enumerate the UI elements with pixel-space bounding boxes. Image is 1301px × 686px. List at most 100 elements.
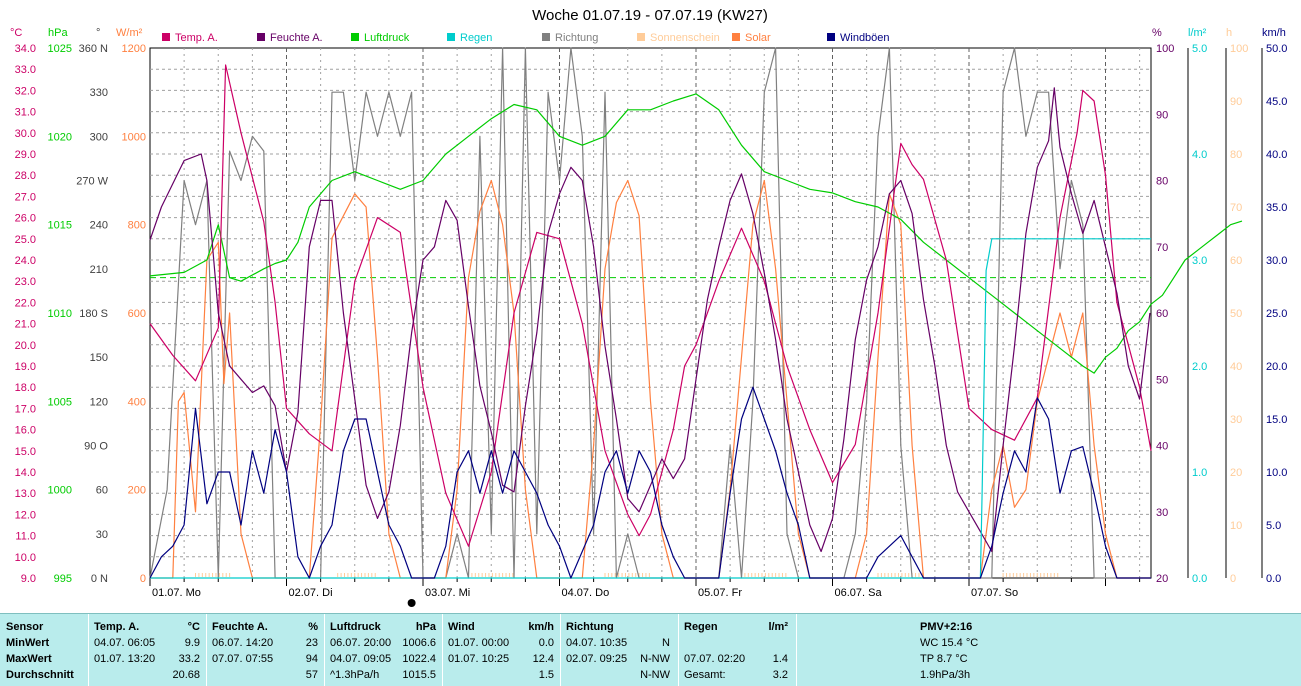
legend-swatch bbox=[637, 33, 645, 41]
stats-press-value: 1006.6 bbox=[402, 637, 436, 649]
axis-tick-label-hum: 30 bbox=[1156, 507, 1168, 519]
axis-tick-label-dir: 60 bbox=[96, 485, 108, 497]
axis-tick-label-press: 1000 bbox=[48, 485, 72, 497]
stats-hum-time: 07.07. 07:55 bbox=[212, 653, 274, 665]
stats-header-wind-unit: km/h bbox=[528, 621, 554, 633]
x-tick-label: 06.07. Sa bbox=[835, 587, 883, 599]
axis-tick-label-solar: 400 bbox=[128, 396, 146, 408]
statistics-panel: Sensor Temp. A. °C Feuchte A. % Luftdruc… bbox=[0, 613, 1301, 686]
axis-unit-solar: W/m² bbox=[116, 27, 143, 39]
stats-hum-time: 06.07. 14:20 bbox=[212, 637, 274, 649]
axis-tick-label-temp: 16.0 bbox=[15, 425, 36, 437]
axis-tick-label-gust: 5.0 bbox=[1266, 520, 1281, 532]
axis-tick-label-temp: 32.0 bbox=[15, 85, 36, 97]
plot-area bbox=[149, 47, 1152, 579]
stats-header-sensor: Sensor bbox=[6, 621, 44, 633]
stats-hum-value: 23 bbox=[305, 637, 318, 649]
axis-unit-press: hPa bbox=[48, 27, 68, 39]
axis-tick-label-dir: 360 N bbox=[79, 43, 108, 55]
axis-tick-label-dir: 300 bbox=[90, 131, 108, 143]
stats-separator bbox=[796, 614, 797, 686]
stats-hum-value: 57 bbox=[305, 669, 318, 681]
stats-header-rain: Regen bbox=[684, 621, 718, 633]
stats-separator bbox=[88, 614, 89, 686]
legend-swatch bbox=[542, 33, 550, 41]
axis-tick-label-solar: 200 bbox=[128, 485, 146, 497]
stats-header-hum-unit: % bbox=[308, 621, 318, 633]
stats-separator bbox=[442, 614, 443, 686]
axis-tick-label-temp: 24.0 bbox=[15, 255, 36, 267]
axis-tick-label-solar: 800 bbox=[128, 220, 146, 232]
axis-unit-dir: ° bbox=[96, 27, 100, 39]
axis-unit-gust: km/h bbox=[1262, 27, 1286, 39]
stats-press-time: 06.07. 20:00 bbox=[330, 637, 392, 649]
stats-dir-value: N-NW bbox=[640, 669, 670, 681]
axis-tick-label-temp: 14.0 bbox=[15, 467, 36, 479]
axis-tick-label-rain: 3.0 bbox=[1192, 255, 1207, 267]
legend-swatch bbox=[827, 33, 835, 41]
axis-tick-label-press: 1010 bbox=[48, 308, 72, 320]
axis-tick-label-hum: 60 bbox=[1156, 308, 1168, 320]
axis-tick-label-gust: 50.0 bbox=[1266, 43, 1287, 55]
x-tick-label: 03.07. Mi bbox=[425, 587, 470, 599]
stats-press-value: 1022.4 bbox=[402, 653, 436, 665]
time-marker bbox=[407, 599, 416, 607]
stats-header-wind: Wind bbox=[448, 621, 475, 633]
axis-tick-label-gust: 20.0 bbox=[1266, 361, 1287, 373]
axis-tick-label-temp: 12.0 bbox=[15, 509, 36, 521]
stats-header-dir: Richtung bbox=[566, 621, 614, 633]
axis-tick-label-gust: 10.0 bbox=[1266, 467, 1287, 479]
stats-separator bbox=[678, 614, 679, 686]
axis-tick-label-temp: 17.0 bbox=[15, 403, 36, 415]
axis-tick-label-temp: 10.0 bbox=[15, 552, 36, 564]
axis-tick-label-gust: 40.0 bbox=[1266, 149, 1287, 161]
series-line-windb-en bbox=[149, 386, 1151, 579]
axis-tick-label-rain: 1.0 bbox=[1192, 467, 1207, 479]
axis-tick-label-temp: 21.0 bbox=[15, 319, 36, 331]
axis-tick-label-rain: 2.0 bbox=[1192, 361, 1207, 373]
stats-extra: 1.9hPa/3h bbox=[920, 669, 971, 681]
axis-tick-label-temp: 9.0 bbox=[21, 573, 36, 585]
axis-tick-label-temp: 11.0 bbox=[15, 531, 36, 543]
axis-tick-label-temp: 22.0 bbox=[15, 297, 36, 309]
axis-tick-label-sun: 0 bbox=[1230, 573, 1236, 585]
axis-tick-label-temp: 27.0 bbox=[15, 191, 36, 203]
axis-tick-label-temp: 31.0 bbox=[15, 107, 36, 119]
axis-tick-label-rain: 5.0 bbox=[1192, 43, 1207, 55]
stats-temp-time: 01.07. 13:20 bbox=[94, 653, 156, 665]
x-tick-label: 01.07. Mo bbox=[152, 587, 201, 599]
axis-tick-label-sun: 80 bbox=[1230, 149, 1242, 161]
stats-header-pmv: PMV+2:16 bbox=[920, 621, 973, 633]
axis-unit-sun: h bbox=[1226, 27, 1232, 39]
legend-swatch bbox=[162, 33, 170, 41]
axis-tick-label-press: 1005 bbox=[48, 396, 72, 408]
axis-tick-label-temp: 19.0 bbox=[15, 361, 36, 373]
axis-tick-label-press: 1015 bbox=[48, 220, 72, 232]
x-tick-label: 05.07. Fr bbox=[698, 587, 742, 599]
axis-tick-label-hum: 100 bbox=[1156, 43, 1174, 55]
stats-header-rain-unit: l/m² bbox=[768, 621, 788, 633]
axis-tick-label-sun: 30 bbox=[1230, 414, 1242, 426]
axis-tick-label-dir: 0 N bbox=[91, 573, 108, 585]
legend-entry: Regen bbox=[460, 32, 492, 44]
axis-tick-label-temp: 30.0 bbox=[15, 128, 36, 140]
axis-tick-label-dir: 270 W bbox=[76, 176, 108, 188]
axis-tick-label-hum: 80 bbox=[1156, 176, 1168, 188]
axis-tick-label-press: 1020 bbox=[48, 131, 72, 143]
axis-tick-label-sun: 20 bbox=[1230, 467, 1242, 479]
axis-tick-label-temp: 18.0 bbox=[15, 382, 36, 394]
stats-header-press: Luftdruck bbox=[330, 621, 381, 633]
axis-tick-label-rain: 4.0 bbox=[1192, 149, 1207, 161]
axis-tick-label-gust: 0.0 bbox=[1266, 573, 1281, 585]
x-tick-label: 04.07. Do bbox=[562, 587, 610, 599]
axis-tick-label-sun: 70 bbox=[1230, 202, 1242, 214]
legend-swatch bbox=[257, 33, 265, 41]
axis-tick-label-sun: 90 bbox=[1230, 96, 1242, 108]
stats-separator bbox=[324, 614, 325, 686]
axis-unit-hum: % bbox=[1152, 27, 1162, 39]
axis-tick-label-hum: 50 bbox=[1156, 374, 1168, 386]
stats-header-hum: Feuchte A. bbox=[212, 621, 268, 633]
axis-tick-label-dir: 90 O bbox=[84, 441, 108, 453]
axis-tick-label-temp: 25.0 bbox=[15, 234, 36, 246]
axis-tick-label-sun: 50 bbox=[1230, 308, 1242, 320]
